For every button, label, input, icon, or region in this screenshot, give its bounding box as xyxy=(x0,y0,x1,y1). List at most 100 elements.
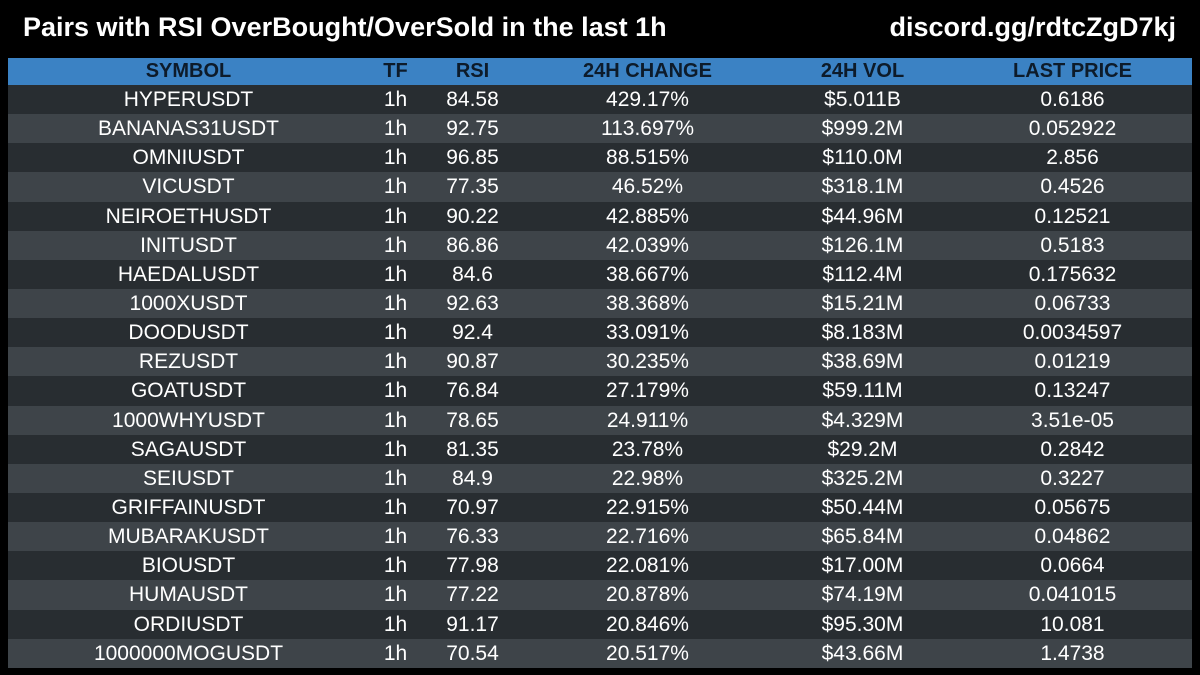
cell-rsi: 86.86 xyxy=(446,233,499,257)
table-row: 1000XUSDT 1h 92.63 38.368% $15.21M 0.06733 xyxy=(8,288,1192,319)
cell-24h-vol: $8.183M xyxy=(821,321,904,345)
cell-symbol: REZUSDT xyxy=(138,350,239,374)
rsi-table: SYMBOL TF RSI 24H CHANGE 24H VOL LAST PR… xyxy=(8,58,1192,668)
cell-24h-change: 20.878% xyxy=(606,583,689,607)
cell-24h-change: 30.235% xyxy=(606,350,689,374)
column-header-last-price: LAST PRICE xyxy=(1013,60,1132,82)
cell-tf: 1h xyxy=(383,379,408,403)
cell-24h-change: 38.667% xyxy=(606,262,689,286)
table-row: 1000WHYUSDT 1h 78.65 24.911% $4.329M 3.51e-05 xyxy=(8,405,1192,435)
cell-symbol: OMNIUSDT xyxy=(132,146,245,170)
cell-24h-change: 33.091% xyxy=(606,321,689,345)
column-header-24h-change: 24H CHANGE xyxy=(583,60,712,82)
cell-rsi: 78.65 xyxy=(446,408,499,432)
cell-rsi: 84.58 xyxy=(446,88,499,112)
cell-24h-change: 113.697% xyxy=(600,117,695,141)
table-header-row: SYMBOL TF RSI 24H CHANGE 24H VOL LAST PR… xyxy=(8,58,1192,85)
cell-last-price: 0.0664 xyxy=(1040,554,1105,578)
cell-24h-change: 38.368% xyxy=(606,292,689,316)
cell-last-price: 0.0034597 xyxy=(1022,321,1123,345)
cell-last-price: 0.12521 xyxy=(1034,204,1111,228)
cell-last-price: 0.041015 xyxy=(1028,583,1117,607)
cell-symbol: GRIFFAINUSDT xyxy=(111,496,266,520)
cell-last-price: 0.5183 xyxy=(1040,233,1105,257)
cell-24h-change: 22.98% xyxy=(611,466,684,490)
cell-rsi: 90.87 xyxy=(446,350,499,374)
cell-24h-change: 20.517% xyxy=(606,641,689,665)
cell-symbol: BANANAS31USDT xyxy=(98,117,279,141)
table-row: HYPERUSDT 1h 84.58 429.17% $5.011B 0.6186 xyxy=(8,85,1192,115)
cell-24h-change: 42.885% xyxy=(606,204,689,228)
cell-tf: 1h xyxy=(383,496,408,520)
cell-last-price: 0.04862 xyxy=(1034,525,1111,549)
cell-symbol: ORDIUSDT xyxy=(133,612,244,636)
cell-24h-vol: $999.2M xyxy=(821,117,904,141)
cell-24h-change: 46.52% xyxy=(611,175,684,199)
cell-tf: 1h xyxy=(383,292,408,316)
cell-last-price: 0.05675 xyxy=(1034,496,1111,520)
cell-rsi: 96.85 xyxy=(446,146,499,170)
cell-symbol: MUBARAKUSDT xyxy=(107,525,270,549)
cell-rsi: 76.84 xyxy=(446,379,499,403)
cell-symbol: 1000XUSDT xyxy=(129,292,248,316)
cell-rsi: 92.4 xyxy=(452,321,493,345)
table-row: SAGAUSDT 1h 81.35 23.78% $29.2M 0.2842 xyxy=(8,434,1192,464)
cell-rsi: 77.22 xyxy=(446,583,499,607)
cell-last-price: 10.081 xyxy=(1040,612,1105,636)
cell-symbol: SAGAUSDT xyxy=(130,437,247,461)
table-row: GRIFFAINUSDT 1h 70.97 22.915% $50.44M 0.05675 xyxy=(8,492,1192,523)
table-row: 1000000MOGUSDT 1h 70.54 20.517% $43.66M 1.473… xyxy=(8,638,1192,668)
table-row: OMNIUSDT 1h 96.85 88.515% $110.0M 2.856 xyxy=(8,143,1192,173)
table-row: BIOUSDT 1h 77.98 22.081% $17.00M 0.0664 xyxy=(8,551,1192,581)
cell-symbol: INITUSDT xyxy=(140,233,237,257)
discord-invite-link: discord.gg/rdtcZgD7kj xyxy=(889,12,1176,42)
cell-last-price: 0.6186 xyxy=(1040,88,1105,112)
cell-symbol: NEIROETHUSDT xyxy=(105,204,272,228)
table-row: VICUSDT 1h 77.35 46.52% $318.1M 0.4526 xyxy=(8,172,1192,202)
cell-24h-change: 22.081% xyxy=(606,554,689,578)
cell-24h-vol: $110.0M xyxy=(822,146,903,170)
cell-rsi: 81.35 xyxy=(446,437,499,461)
cell-rsi: 91.17 xyxy=(446,612,499,636)
cell-tf: 1h xyxy=(383,233,408,257)
cell-tf: 1h xyxy=(383,350,408,374)
cell-24h-vol: $112.4M xyxy=(822,262,903,286)
cell-tf: 1h xyxy=(383,408,408,432)
cell-rsi: 77.98 xyxy=(446,554,499,578)
cell-rsi: 90.22 xyxy=(446,204,499,228)
cell-24h-vol: $74.19M xyxy=(821,583,904,607)
cell-tf: 1h xyxy=(383,146,408,170)
cell-24h-vol: $59.11M xyxy=(822,379,903,403)
cell-24h-vol: $50.44M xyxy=(821,496,904,520)
cell-24h-vol: $65.84M xyxy=(821,525,904,549)
cell-symbol: SEIUSDT xyxy=(142,466,234,490)
cell-tf: 1h xyxy=(383,554,408,578)
cell-last-price: 3.51e-05 xyxy=(1031,408,1114,432)
cell-last-price: 0.06733 xyxy=(1034,292,1111,316)
cell-last-price: 0.175632 xyxy=(1028,262,1117,286)
cell-24h-change: 24.911% xyxy=(606,408,689,432)
cell-24h-change: 22.915% xyxy=(606,496,689,520)
cell-24h-change: 27.179% xyxy=(606,379,689,403)
cell-24h-change: 88.515% xyxy=(606,146,689,170)
cell-tf: 1h xyxy=(383,204,408,228)
cell-tf: 1h xyxy=(383,525,408,549)
cell-last-price: 0.3227 xyxy=(1040,466,1105,490)
rsi-table-container: SYMBOL TF RSI 24H CHANGE 24H VOL LAST PR… xyxy=(8,58,1192,670)
table-row: BANANAS31USDT 1h 92.75 113.697% $999.2M 0.052… xyxy=(8,114,1192,144)
cell-last-price: 2.856 xyxy=(1046,146,1099,170)
cell-tf: 1h xyxy=(383,321,408,345)
cell-tf: 1h xyxy=(383,612,408,636)
table-row: SEIUSDT 1h 84.9 22.98% $325.2M 0.3227 xyxy=(8,463,1192,493)
cell-symbol: HYPERUSDT xyxy=(123,88,254,112)
table-row: GOATUSDT 1h 76.84 27.179% $59.11M 0.13247 xyxy=(8,376,1192,406)
table-row: DOODUSDT 1h 92.4 33.091% $8.183M 0.0034597 xyxy=(8,318,1192,348)
table-row: MUBARAKUSDT 1h 76.33 22.716% $65.84M 0.04862 xyxy=(8,522,1192,552)
cell-24h-vol: $29.2M xyxy=(827,437,898,461)
cell-24h-vol: $4.329M xyxy=(821,408,904,432)
cell-rsi: 92.75 xyxy=(446,117,499,141)
table-row: REZUSDT 1h 90.87 30.235% $38.69M 0.01219 xyxy=(8,347,1192,377)
cell-24h-vol: $318.1M xyxy=(821,175,904,199)
cell-tf: 1h xyxy=(383,175,408,199)
cell-24h-vol: $43.66M xyxy=(821,641,904,665)
